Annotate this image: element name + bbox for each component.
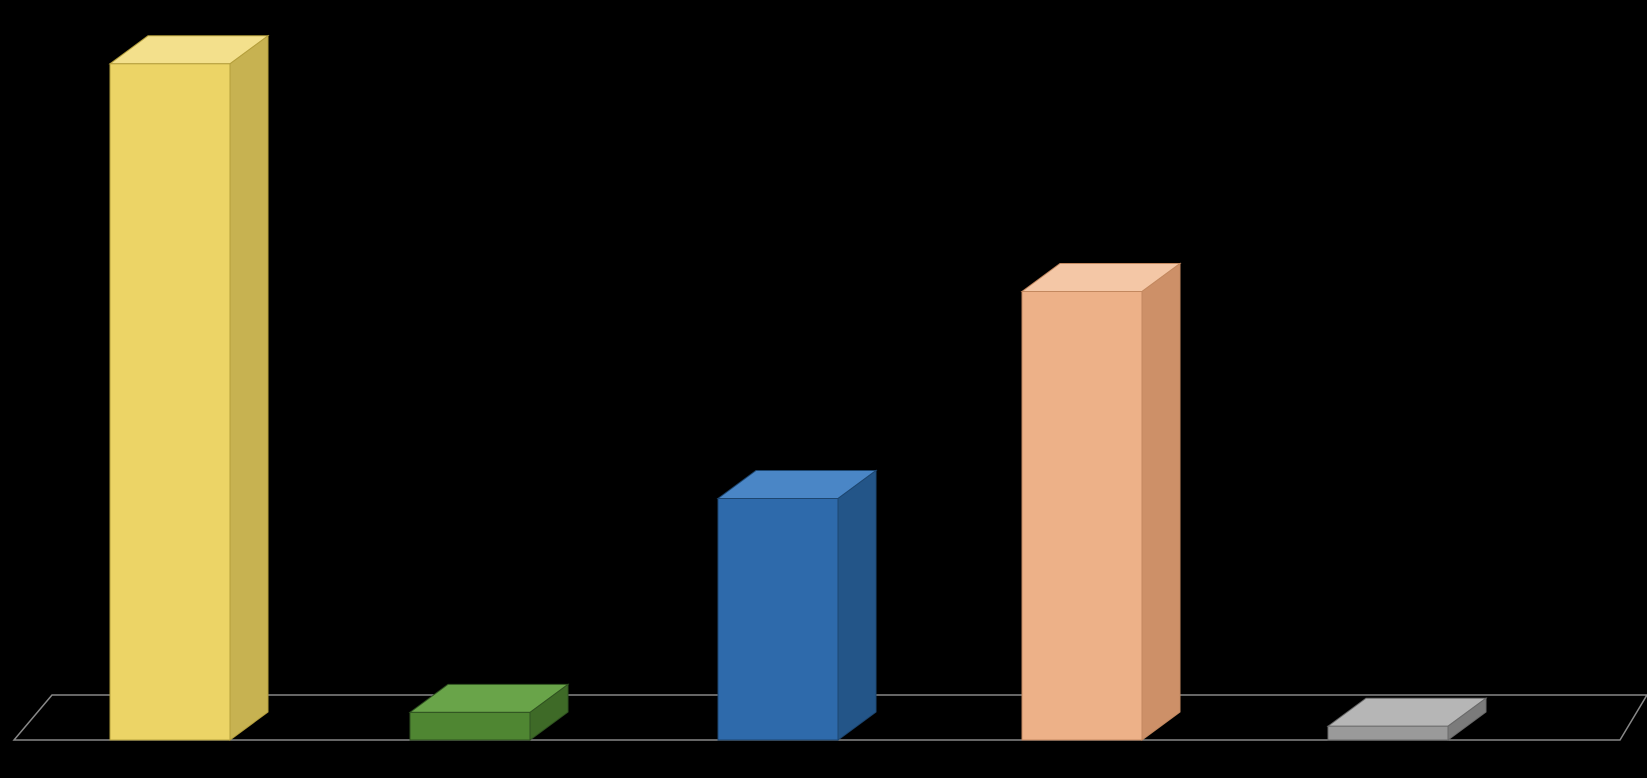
bar-chart-3d	[0, 0, 1647, 778]
bar-front-face	[1328, 726, 1448, 740]
bar-4	[0, 0, 1647, 778]
